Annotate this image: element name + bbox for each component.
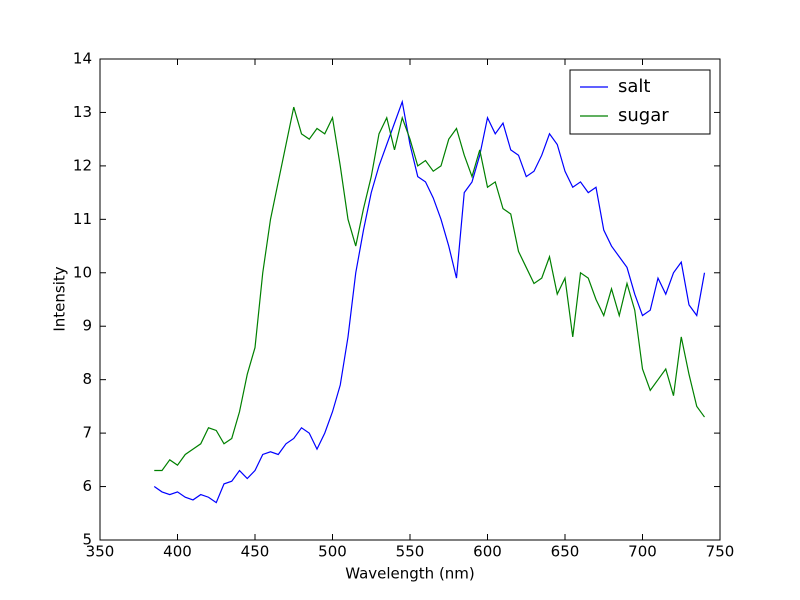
line: [154, 106, 705, 472]
y-tick-label: 14: [73, 50, 92, 68]
x-tick-label: 550: [396, 543, 425, 561]
x-tick-label: 600: [473, 543, 502, 561]
x-tick-label: 750: [706, 543, 735, 561]
x-axis-label: Wavelength (nm): [345, 565, 475, 583]
x-tick-label: 700: [628, 543, 657, 561]
legend-label: salt: [618, 76, 650, 97]
plot-frame: [99, 58, 721, 541]
y-tick-label: 10: [73, 263, 92, 281]
x-tick-label: 400: [163, 543, 192, 561]
y-tick-label: 11: [73, 210, 92, 228]
y-axis-label: Intensity: [51, 266, 69, 331]
legend-label: sugar: [618, 105, 669, 126]
x-tick-label: 450: [241, 543, 270, 561]
x-tick-label: 500: [318, 543, 347, 561]
y-tick-label: 12: [73, 156, 92, 174]
y-tick-label: 9: [82, 317, 92, 335]
x-tick-label: 350: [86, 543, 115, 561]
y-tick-label: 5: [82, 531, 92, 549]
line: [153, 99, 706, 504]
y-tick-label: 6: [82, 477, 92, 495]
x-tick-label: 650: [551, 543, 580, 561]
legend-box: [569, 69, 711, 135]
y-tick-label: 7: [82, 424, 92, 442]
y-tick-label: 13: [73, 103, 92, 121]
y-tick-label: 8: [82, 370, 92, 388]
